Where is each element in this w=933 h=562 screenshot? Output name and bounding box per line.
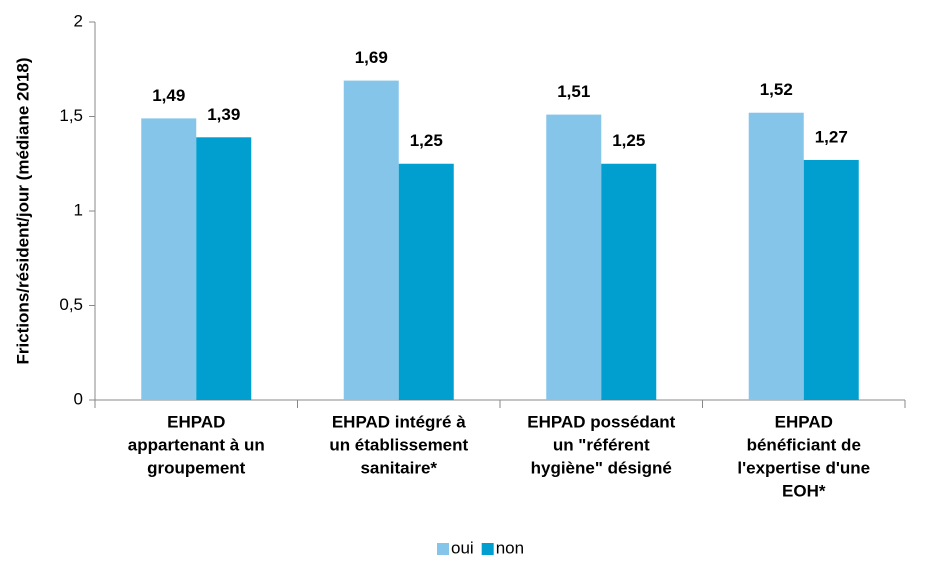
x-tick-label: bénéficiant de <box>747 435 861 454</box>
legend-swatch <box>481 543 494 555</box>
x-tick-label: appartenant à un <box>128 435 265 454</box>
value-label: 1,69 <box>355 48 388 67</box>
legend-label: non <box>496 538 524 557</box>
bar <box>748 112 804 400</box>
bar <box>398 163 454 400</box>
x-tick-label: un établissement <box>329 435 468 454</box>
value-label: 1,25 <box>410 131 443 150</box>
x-tick-label: EHPAD <box>167 412 225 431</box>
bar <box>343 80 399 400</box>
bar <box>601 163 657 400</box>
bar <box>196 137 252 401</box>
legend-swatch <box>437 543 449 555</box>
value-label: 1,49 <box>152 86 185 105</box>
x-tick-label: hygiène" désigné <box>531 458 672 477</box>
value-label: 1,39 <box>207 105 240 124</box>
bar <box>803 159 859 400</box>
y-tick-label: 0 <box>74 389 83 408</box>
value-label: 1,27 <box>815 127 848 146</box>
x-tick-label: EOH* <box>782 481 826 500</box>
bar <box>546 114 602 401</box>
x-tick-label: EHPAD <box>775 412 833 431</box>
x-tick-label: l'expertise d'une <box>737 458 870 477</box>
y-tick-label: 0,5 <box>59 295 83 314</box>
x-tick-label: groupement <box>147 458 246 477</box>
value-label: 1,25 <box>612 131 645 150</box>
bar <box>141 118 197 400</box>
value-label: 1,52 <box>760 80 793 99</box>
y-tick-label: 1,5 <box>59 106 83 125</box>
y-axis-title: Frictions/résident/jour (médiane 2018) <box>13 57 32 364</box>
x-tick-label: EHPAD possédant <box>527 412 675 431</box>
x-tick-label: sanitaire* <box>360 458 437 477</box>
x-tick-label: EHPAD intégré à <box>332 412 466 431</box>
y-tick-label: 1 <box>74 200 83 219</box>
legend-label: oui <box>451 538 474 557</box>
value-label: 1,51 <box>557 82 590 101</box>
x-tick-label: un "référent <box>553 435 650 454</box>
y-tick-label: 2 <box>74 11 83 30</box>
